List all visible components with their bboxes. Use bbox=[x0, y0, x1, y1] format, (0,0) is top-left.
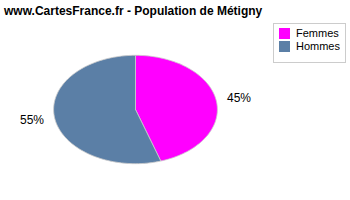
svg-text:45%: 45% bbox=[227, 91, 251, 105]
html-text:Hommes: Hommes bbox=[296, 40, 340, 52]
html-text:Femmes: Femmes bbox=[296, 27, 339, 39]
svg-text:55%: 55% bbox=[20, 113, 44, 127]
html-text:www.CartesFrance.fr - Populati: www.CartesFrance.fr - Population de Méti… bbox=[4, 4, 263, 18]
